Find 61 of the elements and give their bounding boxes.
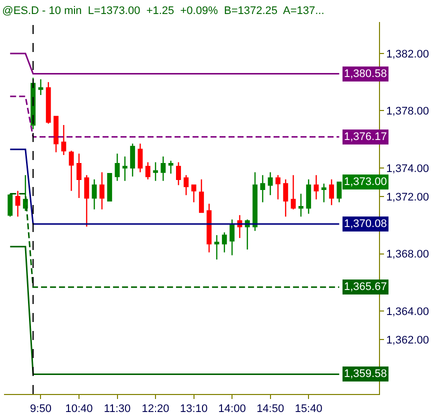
candlestick <box>145 162 150 180</box>
x-tick-label: 15:40 <box>294 403 322 416</box>
candlestick <box>54 116 59 153</box>
candlestick <box>76 153 82 199</box>
candlestick <box>92 178 97 210</box>
candlestick <box>283 178 288 218</box>
candlestick <box>176 162 181 186</box>
candlestick <box>168 160 174 174</box>
candlestick <box>329 178 334 206</box>
x-tick-label: 9:50 <box>30 403 52 416</box>
candlestick <box>321 183 326 203</box>
y-tick-label: 1,364.00 <box>386 306 430 318</box>
y-tick-label: 1,362.00 <box>386 334 430 346</box>
data-label: 1,359.58 <box>344 368 387 380</box>
candlestick <box>114 153 120 182</box>
x-tick-label: 13:10 <box>180 403 208 416</box>
candlestick <box>290 174 296 210</box>
y-tick-label: 1,372.00 <box>386 191 430 204</box>
text: 1,373.00 <box>344 176 387 188</box>
candlestick <box>206 203 212 253</box>
y-tick-label: 1,368.00 <box>386 248 430 261</box>
data-label: 1,380.58 <box>344 68 387 80</box>
candlestick <box>68 150 74 192</box>
candlestick <box>276 174 280 200</box>
data-label: 1,370.08 <box>344 218 387 230</box>
candlestick <box>8 193 13 218</box>
x-tick-label: 11:30 <box>104 403 131 416</box>
candlestick <box>99 172 104 210</box>
x-tick-label: 14:50 <box>256 403 284 416</box>
candlestick <box>61 124 66 156</box>
candlestick <box>153 162 158 182</box>
y-tick-label: 1,382.00 <box>386 48 430 60</box>
candlestick <box>84 174 90 228</box>
candlestick <box>306 178 312 214</box>
candlestick <box>122 156 128 182</box>
candlestick <box>138 143 143 173</box>
candlestick <box>252 172 258 232</box>
candlestick <box>130 143 136 178</box>
x-tick-label: 14:00 <box>218 403 246 416</box>
candlestick <box>298 193 304 218</box>
y-tick-label: 1,374.00 <box>386 162 430 175</box>
candlestick <box>107 173 112 202</box>
candlestick <box>198 178 204 213</box>
y-tick-label: 1,378.00 <box>386 106 430 118</box>
candlestick <box>184 174 189 196</box>
x-tick-label: 10:40 <box>65 403 93 416</box>
candlestick <box>160 156 166 182</box>
candlestick <box>38 78 44 96</box>
data-label: 1,365.67 <box>344 281 387 293</box>
candlestick <box>260 174 266 203</box>
data-label: 1,376.17 <box>344 131 387 143</box>
candlestick <box>230 218 235 256</box>
candlestick <box>314 174 319 200</box>
candlestick <box>222 232 227 253</box>
candlestick <box>15 190 20 218</box>
candlestick <box>214 234 220 260</box>
chart-title: @ES.D - 10 min L=1373.00 +1.25 +0.09% B=1372.25 A=137... <box>2 4 324 17</box>
candlestick <box>191 184 196 203</box>
candlestick <box>46 81 51 124</box>
x-tick-label: 12:20 <box>142 403 170 416</box>
candlestick <box>268 172 273 196</box>
